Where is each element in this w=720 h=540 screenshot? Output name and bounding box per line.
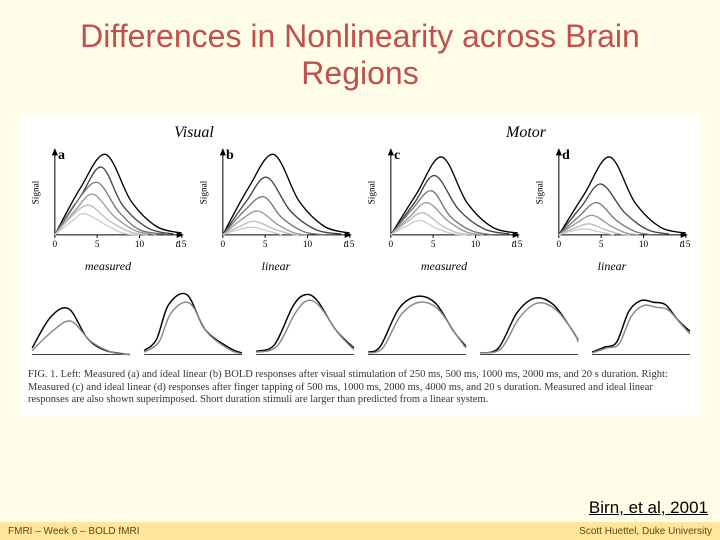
svg-text:15: 15 bbox=[681, 240, 691, 250]
panel-label-d: d bbox=[562, 148, 570, 164]
svg-text:0: 0 bbox=[389, 240, 394, 250]
svg-text:Signal: Signal bbox=[367, 180, 377, 204]
figure-container: Visual Motor a 051015 Signal t measuredb… bbox=[20, 114, 700, 415]
small-chart-4 bbox=[476, 286, 580, 359]
panel-b: b 051015 Signal t linear bbox=[196, 144, 356, 275]
sublabel-d: linear bbox=[532, 259, 692, 274]
svg-text:0: 0 bbox=[221, 240, 226, 250]
svg-text:15: 15 bbox=[177, 240, 187, 250]
svg-text:15: 15 bbox=[513, 240, 523, 250]
small-chart-3 bbox=[364, 286, 468, 359]
section-headings: Visual Motor bbox=[28, 124, 692, 142]
svg-text:10: 10 bbox=[135, 240, 145, 250]
footer-left: FMRI – Week 6 – BOLD fMRI bbox=[8, 526, 140, 537]
svg-text:15: 15 bbox=[345, 240, 355, 250]
citation-text: Birn, et al, 2001 bbox=[589, 498, 708, 518]
panel-label-a: a bbox=[58, 148, 65, 164]
small-panel-1 bbox=[140, 286, 244, 359]
svg-text:5: 5 bbox=[599, 240, 604, 250]
top-panels-row: a 051015 Signal t measuredb 051015 Signa… bbox=[28, 144, 692, 275]
small-panel-3 bbox=[364, 286, 468, 359]
svg-text:Signal: Signal bbox=[535, 180, 545, 204]
svg-text:0: 0 bbox=[557, 240, 562, 250]
footer-right: Scott Huettel, Duke University bbox=[579, 526, 712, 537]
svg-text:Signal: Signal bbox=[199, 180, 209, 204]
panel-label-c: c bbox=[394, 148, 400, 164]
panel-a: a 051015 Signal t measured bbox=[28, 144, 188, 275]
svg-text:10: 10 bbox=[639, 240, 649, 250]
chart-d: 051015 Signal t bbox=[532, 144, 692, 258]
visual-heading: Visual bbox=[28, 124, 360, 142]
chart-b: 051015 Signal t bbox=[196, 144, 356, 258]
svg-text:5: 5 bbox=[431, 240, 436, 250]
chart-a: 051015 Signal t bbox=[28, 144, 188, 258]
svg-text:10: 10 bbox=[471, 240, 481, 250]
motor-heading: Motor bbox=[360, 124, 692, 142]
chart-c: 051015 Signal t bbox=[364, 144, 524, 258]
svg-text:10: 10 bbox=[303, 240, 313, 250]
small-chart-0 bbox=[28, 286, 132, 359]
small-chart-2 bbox=[252, 286, 356, 359]
small-chart-1 bbox=[140, 286, 244, 359]
svg-text:0: 0 bbox=[53, 240, 58, 250]
figure-caption: FIG. 1. Left: Measured (a) and ideal lin… bbox=[28, 369, 692, 407]
svg-text:5: 5 bbox=[263, 240, 268, 250]
slide-title: Differences in Nonlinearity across Brain… bbox=[0, 0, 720, 102]
small-panel-2 bbox=[252, 286, 356, 359]
small-panel-5 bbox=[588, 286, 692, 359]
bottom-panels-row bbox=[28, 286, 692, 359]
svg-text:5: 5 bbox=[95, 240, 100, 250]
slide-footer: FMRI – Week 6 – BOLD fMRI Scott Huettel,… bbox=[0, 522, 720, 540]
svg-text:Signal: Signal bbox=[31, 180, 41, 204]
small-panel-4 bbox=[476, 286, 580, 359]
panel-c: c 051015 Signal t measured bbox=[364, 144, 524, 275]
sublabel-c: measured bbox=[364, 259, 524, 274]
sublabel-b: linear bbox=[196, 259, 356, 274]
small-panel-0 bbox=[28, 286, 132, 359]
panel-d: d 051015 Signal t linear bbox=[532, 144, 692, 275]
panel-label-b: b bbox=[226, 148, 234, 164]
small-chart-5 bbox=[588, 286, 692, 359]
sublabel-a: measured bbox=[28, 259, 188, 274]
